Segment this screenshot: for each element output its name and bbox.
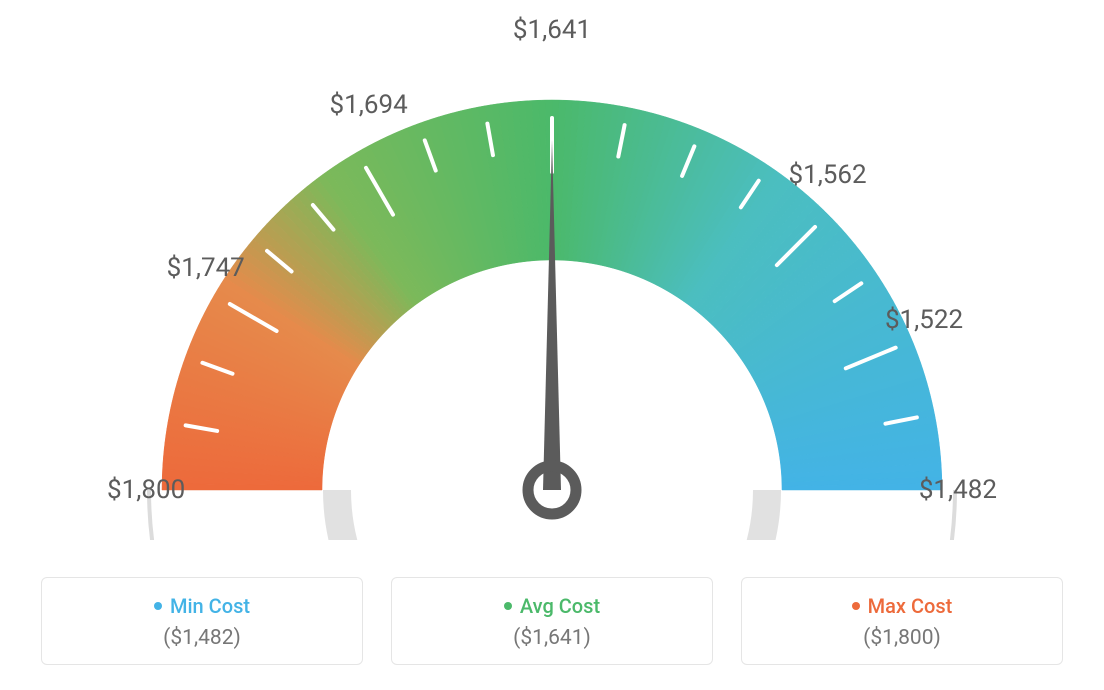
dot-icon-min [154,602,162,610]
gauge-area: $1,482 $1,522 $1,562 $1,641 $1,694 $1,747 $1,8… [0,10,1104,540]
gauge-tick-label: $1,482 [919,475,997,505]
gauge-tick-label: $1,800 [107,475,185,505]
dot-icon-max [852,602,860,610]
legend-value-min: ($1,482) [42,626,362,650]
gauge-tick-label: $1,747 [167,253,245,283]
legend-title-avg: Avg Cost [392,594,712,618]
gauge-tick-label: $1,641 [513,15,591,45]
legend-label-avg: Avg Cost [520,594,600,618]
gauge-tick-label: $1,522 [885,305,963,335]
gauge-svg [0,10,1104,540]
legend-card-avg: Avg Cost ($1,641) [391,577,713,665]
legend-title-min: Min Cost [42,594,362,618]
legend-value-max: ($1,800) [742,626,1062,650]
legend-label-max: Max Cost [868,594,953,618]
gauge-tick-label: $1,562 [788,160,866,190]
gauge-tick-label: $1,694 [330,90,408,120]
gauge-chart-container: $1,482 $1,522 $1,562 $1,641 $1,694 $1,747 $1,8… [0,0,1104,690]
legend-value-avg: ($1,641) [392,626,712,650]
legend-label-min: Min Cost [170,594,250,618]
dot-icon-avg [504,602,512,610]
legend-row: Min Cost ($1,482) Avg Cost ($1,641) Max … [0,577,1104,665]
legend-card-min: Min Cost ($1,482) [41,577,363,665]
legend-card-max: Max Cost ($1,800) [741,577,1063,665]
legend-title-max: Max Cost [742,594,1062,618]
